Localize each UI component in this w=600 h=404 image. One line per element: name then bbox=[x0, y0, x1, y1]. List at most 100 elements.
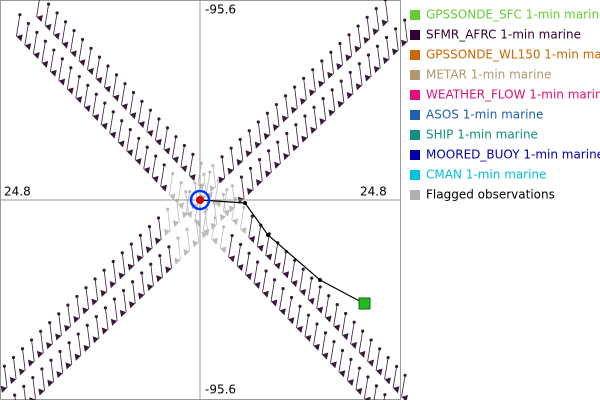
barb-station bbox=[22, 384, 26, 388]
barb-station bbox=[366, 53, 371, 57]
legend-swatch bbox=[410, 190, 420, 200]
barb-flag bbox=[372, 28, 379, 36]
barb-staff bbox=[404, 20, 408, 42]
barb-flag bbox=[345, 54, 352, 62]
barb-staff bbox=[331, 89, 336, 112]
barb-staff bbox=[382, 394, 386, 404]
barb-staff bbox=[168, 246, 172, 269]
barb-staff bbox=[228, 235, 233, 258]
barb-station bbox=[57, 312, 61, 316]
barb-staff bbox=[143, 147, 148, 170]
barb-flag bbox=[342, 333, 349, 341]
barb-staff bbox=[49, 322, 53, 345]
barb-station bbox=[140, 99, 144, 103]
left-label: 24.8 bbox=[4, 185, 31, 199]
barb-flag bbox=[316, 306, 324, 314]
barb-staff bbox=[121, 252, 126, 275]
barb-staff bbox=[186, 229, 191, 252]
barb-staff bbox=[138, 101, 143, 124]
barb-station bbox=[97, 55, 102, 59]
barb-station bbox=[66, 303, 70, 307]
barb-staff bbox=[303, 78, 307, 101]
barb-staff bbox=[366, 17, 371, 40]
barb-staff bbox=[386, 37, 390, 60]
barb-station bbox=[276, 140, 280, 144]
barb-flag bbox=[46, 342, 53, 350]
barb-staff bbox=[185, 191, 189, 214]
barb-station bbox=[338, 41, 342, 46]
barb-station bbox=[332, 340, 336, 344]
barb-station bbox=[289, 295, 294, 300]
barb-flag bbox=[174, 257, 181, 265]
barb-flag bbox=[92, 336, 100, 344]
barb-station bbox=[221, 192, 225, 197]
legend-label: GPSSONDE_WL150 1-min marine bbox=[426, 48, 600, 62]
barb-flag bbox=[283, 153, 290, 161]
barb-flag bbox=[82, 307, 89, 315]
barb-staff bbox=[348, 34, 353, 57]
barb-staff bbox=[304, 315, 309, 337]
barb-flag bbox=[18, 368, 26, 376]
barb-staff bbox=[248, 130, 253, 153]
barb-station bbox=[298, 304, 302, 308]
barb-station bbox=[77, 74, 81, 79]
barb-flag bbox=[182, 211, 189, 219]
barb-flag bbox=[78, 59, 86, 67]
barb-staff bbox=[13, 357, 17, 380]
barb-flag bbox=[308, 297, 315, 305]
barb-station bbox=[369, 338, 373, 342]
barb-station bbox=[39, 329, 43, 333]
barb-station bbox=[111, 110, 115, 114]
barb-staff bbox=[266, 113, 271, 136]
barb-staff bbox=[256, 225, 262, 247]
barb-station bbox=[35, 30, 39, 34]
right-label: 24.8 bbox=[360, 185, 387, 199]
barb-flag bbox=[309, 89, 316, 97]
barb-flag bbox=[350, 341, 358, 350]
barb-staff bbox=[117, 120, 123, 143]
barb-staff bbox=[296, 306, 301, 329]
barb-staff bbox=[204, 211, 209, 234]
legend-label: GPSSONDE_SFC 1-min marine bbox=[426, 8, 600, 22]
barb-station bbox=[242, 205, 246, 209]
barb-station bbox=[154, 154, 158, 158]
barb-staff bbox=[149, 226, 153, 249]
barb-staff bbox=[32, 32, 38, 55]
barb-flag bbox=[36, 15, 43, 23]
barb-station bbox=[383, 393, 387, 397]
barb-staff bbox=[100, 103, 106, 125]
barb-station bbox=[121, 288, 126, 293]
legend-swatch bbox=[410, 10, 420, 20]
barb-station bbox=[129, 242, 133, 246]
barb-station bbox=[2, 364, 6, 368]
barb-staff bbox=[167, 209, 171, 232]
barb-station bbox=[166, 207, 170, 211]
legend-label: METAR 1-min marine bbox=[426, 68, 551, 82]
barb-station bbox=[403, 373, 407, 377]
barb-staff bbox=[83, 85, 89, 108]
barb-station bbox=[255, 260, 260, 264]
legend-swatch bbox=[410, 170, 420, 180]
barb-flag bbox=[147, 283, 154, 291]
barb-station bbox=[84, 286, 88, 290]
barb-station bbox=[52, 48, 56, 52]
barb-flag bbox=[128, 301, 136, 309]
barb-staff bbox=[36, 0, 40, 18]
barb-staff bbox=[299, 269, 304, 292]
barb-staff bbox=[368, 54, 372, 77]
barb-staff bbox=[212, 165, 217, 188]
barb-station bbox=[182, 143, 186, 148]
barb-flag bbox=[310, 126, 317, 134]
barb-flag bbox=[237, 264, 244, 272]
barb-staff bbox=[313, 323, 318, 346]
barb-station bbox=[174, 135, 178, 139]
barb-flag bbox=[325, 315, 332, 323]
barb-flag bbox=[173, 220, 180, 228]
barb-flag bbox=[257, 244, 264, 252]
barb-staff bbox=[31, 339, 35, 362]
barb-flag bbox=[37, 350, 44, 358]
barb-station bbox=[311, 68, 315, 72]
barb-staff bbox=[87, 48, 92, 71]
barb-station bbox=[384, 35, 389, 40]
